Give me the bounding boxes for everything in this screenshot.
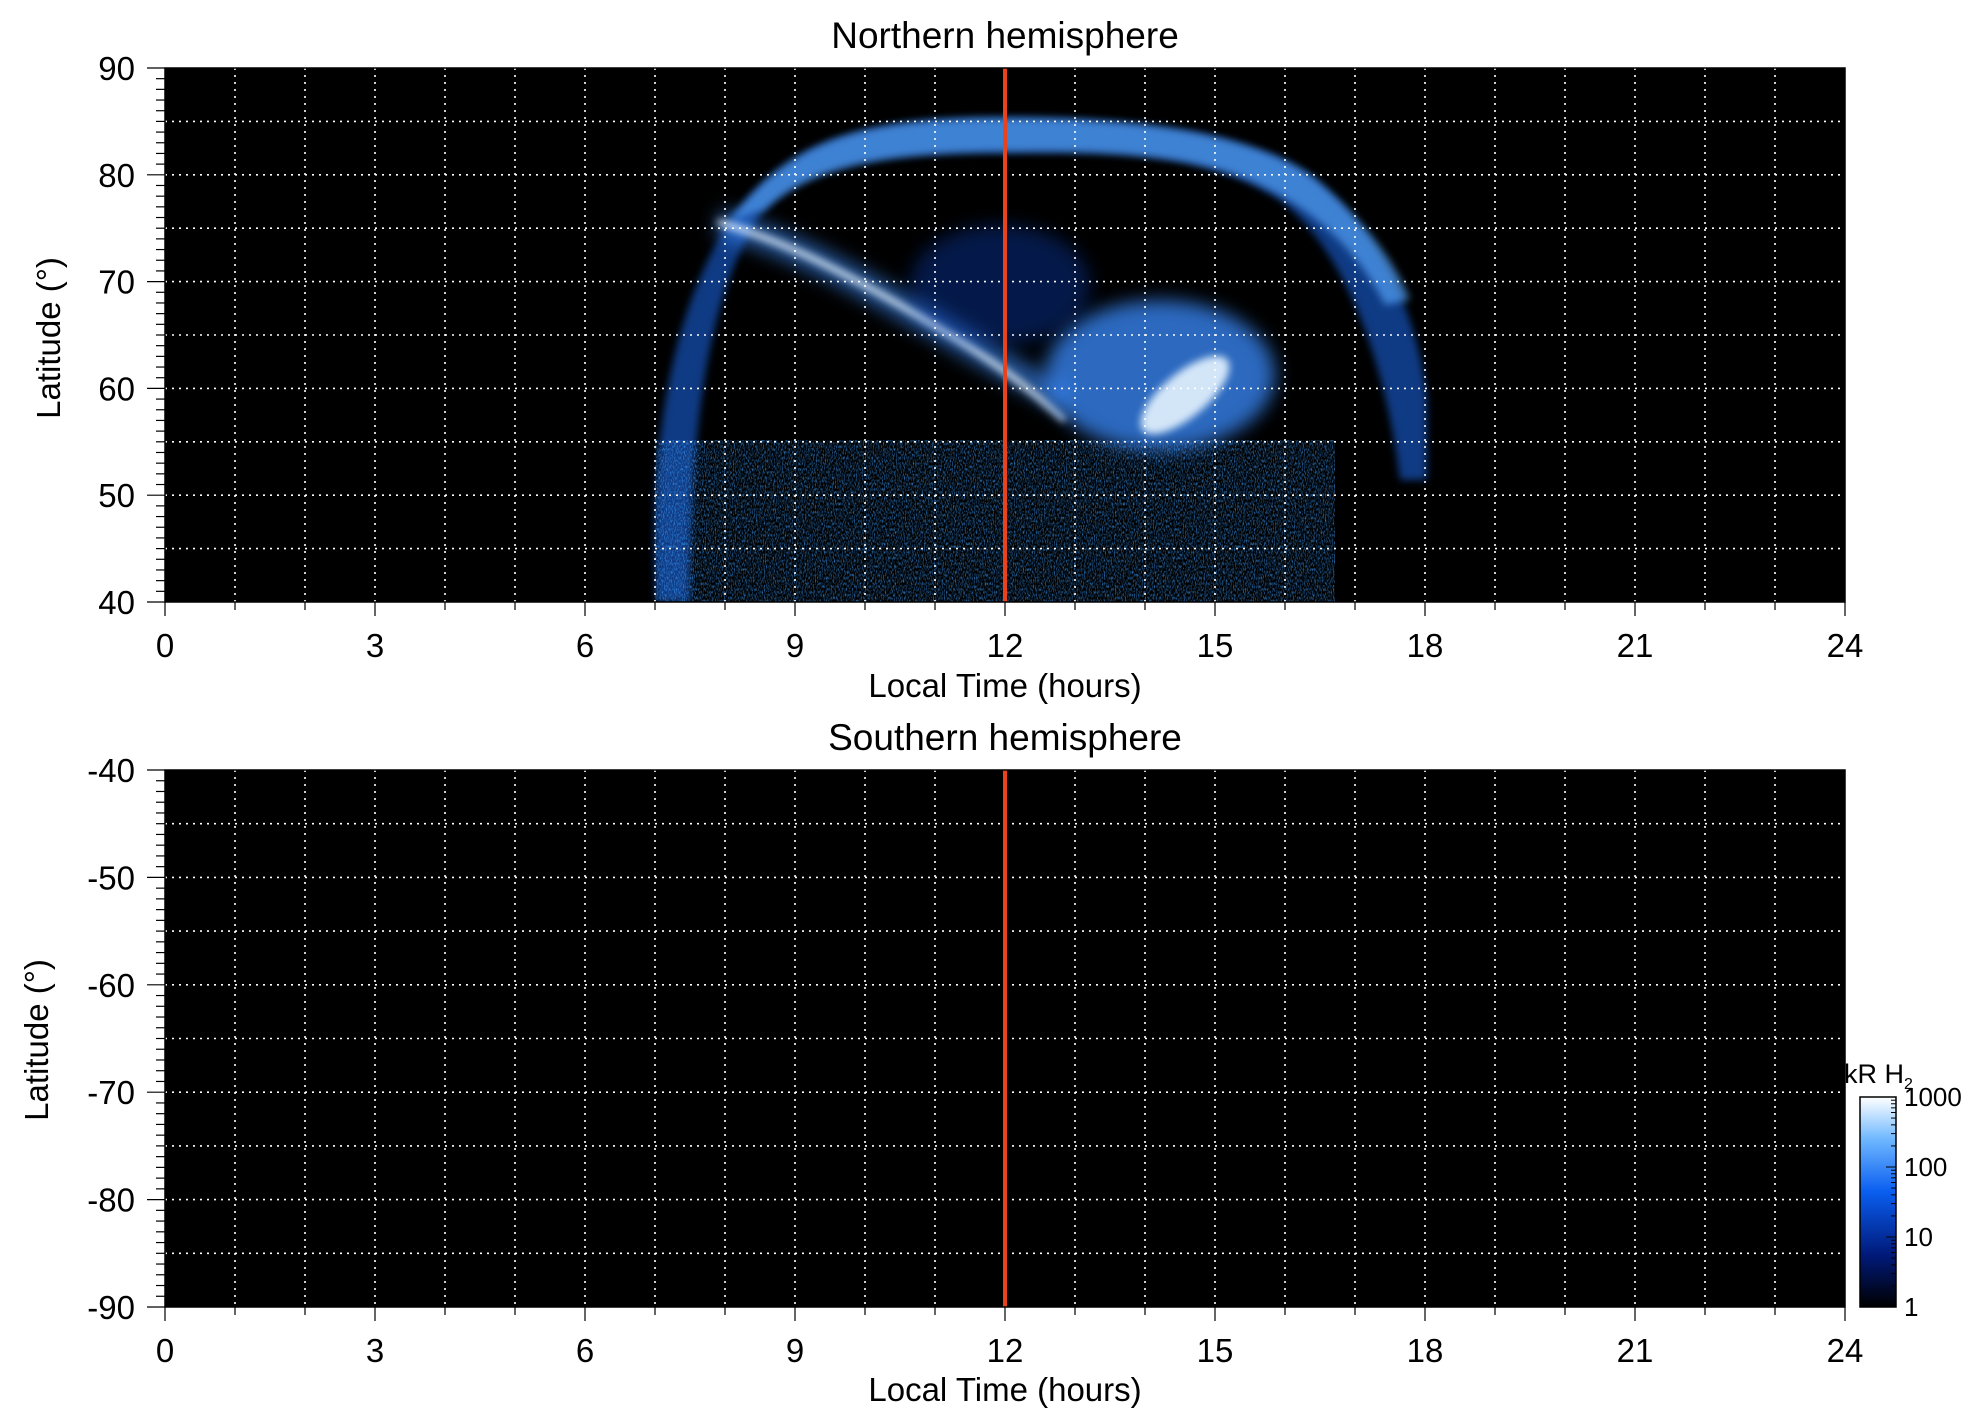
y-tick-label: -90 — [87, 1289, 135, 1326]
x-tick-label: 15 — [1197, 627, 1234, 664]
panel-title: Southern hemisphere — [828, 717, 1182, 758]
colorbar-tick-label: 100 — [1904, 1152, 1947, 1182]
colorbar: kR H2 1000 100 10 1 — [1844, 1059, 1962, 1322]
x-tick-label: 24 — [1827, 1332, 1864, 1369]
y-tick-label: 60 — [98, 370, 135, 407]
x-tick-label: 12 — [987, 1332, 1024, 1369]
emission-image — [654, 118, 1427, 602]
y-tick-label: -50 — [87, 859, 135, 896]
emission-arc-core — [717, 219, 1068, 423]
y-tick-label: -60 — [87, 967, 135, 1004]
y-tick-label: 90 — [98, 50, 135, 87]
x-axis-label: Local Time (hours) — [868, 1371, 1141, 1408]
x-tick-label: 6 — [576, 1332, 594, 1369]
x-axis: 0 3 6 9 12 15 18 21 24 — [156, 602, 1864, 664]
y-tick-label: -70 — [87, 1074, 135, 1111]
noise-floor — [655, 440, 1335, 602]
x-tick-label: 3 — [366, 627, 384, 664]
x-tick-label: 9 — [786, 1332, 804, 1369]
southern-panel: Southern hemisphere -40 -50 -60 -70 -80 -90 0… — [18, 717, 1863, 1408]
colorbar-label: kR H2 — [1844, 1059, 1913, 1093]
oval-band-bright — [730, 118, 1410, 305]
emission-patch-bright — [1140, 355, 1230, 435]
x-tick-label: 21 — [1617, 627, 1654, 664]
y-tick-label: 50 — [98, 477, 135, 514]
colorbar-ticks: 1000 100 10 1 — [1886, 1082, 1962, 1322]
y-tick-label: -40 — [87, 752, 135, 789]
y-tick-label: -80 — [87, 1182, 135, 1219]
x-tick-label: 24 — [1827, 627, 1864, 664]
colorbar-tick-label: 1 — [1904, 1292, 1918, 1322]
x-tick-label: 15 — [1197, 1332, 1234, 1369]
x-axis-label: Local Time (hours) — [868, 667, 1141, 704]
colorbar-tick-label: 1000 — [1904, 1082, 1962, 1112]
colorbar-gradient — [1859, 1096, 1897, 1308]
x-axis: 0 3 6 9 12 15 18 21 24 — [156, 1307, 1864, 1369]
y-axis-label: Latitude (°) — [18, 959, 55, 1121]
x-tick-label: 18 — [1407, 1332, 1444, 1369]
x-tick-label: 3 — [366, 1332, 384, 1369]
emission-inner-glow — [910, 225, 1090, 345]
x-tick-label: 6 — [576, 627, 594, 664]
x-tick-label: 0 — [156, 1332, 174, 1369]
x-tick-label: 18 — [1407, 627, 1444, 664]
y-axis: 40 50 60 70 80 90 — [98, 50, 165, 621]
y-axis: -40 -50 -60 -70 -80 -90 — [87, 752, 165, 1326]
y-tick-label: 80 — [98, 157, 135, 194]
y-axis-label: Latitude (°) — [30, 257, 67, 419]
x-tick-label: 0 — [156, 627, 174, 664]
y-tick-label: 40 — [98, 584, 135, 621]
emission-patch — [1045, 300, 1275, 450]
panel-title: Northern hemisphere — [831, 15, 1179, 56]
x-tick-label: 9 — [786, 627, 804, 664]
northern-panel: Northern hemisphere 40 50 60 70 80 90 0 3 6 9 12 1… — [30, 15, 1863, 704]
colorbar-tick-label: 10 — [1904, 1222, 1933, 1252]
y-tick-label: 70 — [98, 264, 135, 301]
x-tick-label: 21 — [1617, 1332, 1654, 1369]
x-tick-label: 12 — [987, 627, 1024, 664]
